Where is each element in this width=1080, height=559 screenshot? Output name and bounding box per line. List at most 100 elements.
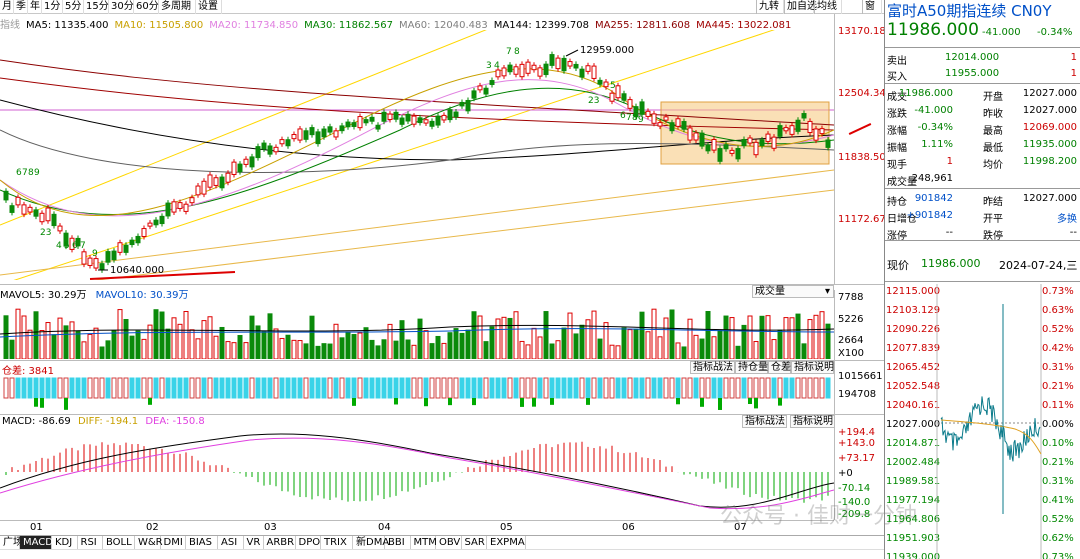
oi-bar [531, 377, 537, 399]
toolbar-button-1[interactable]: 加自选 [784, 0, 817, 14]
volume-tick-2: 2664 [838, 335, 864, 346]
period-tab-0[interactable]: 月 [2, 0, 14, 14]
date-tick-0: 01 [30, 522, 43, 533]
tab-17[interactable]: SAR [462, 536, 487, 550]
quote-row-1: 涨跌 -41.000 昨收 12027.000 [885, 103, 1080, 120]
volume-chart[interactable] [0, 299, 835, 360]
period-tab-5[interactable]: 15分 [86, 0, 109, 14]
tab-1[interactable]: MACD [20, 536, 53, 550]
rt-right-tick-10: 0.31% [1042, 476, 1074, 487]
oi-bar [297, 377, 303, 399]
candle [507, 64, 513, 73]
oi-bar [819, 377, 825, 399]
tab-3[interactable]: RSI [78, 536, 103, 550]
candle [615, 85, 621, 99]
price-axis: 13170.18 12504.34 11838.50 11172.67 [834, 14, 886, 284]
quote-value2-1: 12027.000 [1022, 105, 1077, 116]
position-label2-2: 跌停 [983, 231, 1003, 242]
tab-11[interactable]: DPO [296, 536, 321, 550]
oi-bar [333, 377, 339, 399]
tab-8[interactable]: ASI [218, 536, 244, 550]
period-tab-8[interactable]: 多周期 [159, 0, 196, 14]
tab-15[interactable]: MTM [411, 536, 437, 550]
ma-legend-item-6: MA144: 12399.708 [493, 20, 589, 30]
oi-button-2[interactable]: 仓差 [768, 361, 791, 374]
candle [579, 68, 585, 78]
volume-bar [483, 341, 489, 360]
period-tab-7[interactable]: 60分 [136, 0, 159, 14]
period-tab-4[interactable]: 5分 [63, 0, 84, 14]
volume-bar [309, 315, 315, 360]
macd-tick-5: -140.0 [838, 497, 871, 508]
tab-13[interactable]: 新DMA [353, 536, 389, 550]
period-tab-2[interactable]: 年 [30, 0, 42, 14]
macd-tick-4: -70.14 [838, 483, 871, 494]
volume-bar [273, 328, 279, 360]
quote-row-0: 成交 11986.000 开盘 12027.000 [885, 86, 1080, 103]
candle [687, 127, 693, 141]
volume-bar [339, 337, 345, 360]
macd-tick-1: +143.0 [838, 438, 876, 449]
diff-value: DIFF: -194.1 [77, 416, 139, 427]
candle [9, 205, 15, 213]
oi-bar [51, 377, 57, 399]
tab-0[interactable]: 广场 [0, 536, 23, 550]
period-tab-9[interactable]: 设置 [196, 0, 222, 14]
tab-7[interactable]: BIAS [186, 536, 218, 550]
volume-selector[interactable]: 成交量 ▾ [752, 285, 834, 298]
tab-6[interactable]: DMI [161, 536, 186, 550]
intraday-chart[interactable]: 12115.000 0.73% 12103.129 0.63% 12090.226 0.5… [885, 284, 1080, 559]
tab-2[interactable]: KDJ [52, 536, 78, 550]
bid-row[interactable]: 买入 11955.000 1 [887, 68, 1077, 83]
period-tab-6[interactable]: 30分 [111, 0, 134, 14]
candle [153, 219, 159, 226]
quote-label-5: 成交量 [887, 177, 917, 188]
toolbar-button-2[interactable]: 均线 [814, 0, 842, 14]
quote-label-0: 成交 [887, 92, 907, 103]
tab-16[interactable]: OBV [436, 536, 462, 550]
tab-14[interactable]: BBI [385, 536, 411, 550]
oi-bar [783, 377, 789, 399]
candle [33, 209, 39, 217]
tab-4[interactable]: BOLL [103, 536, 135, 550]
macd-chart[interactable] [0, 428, 835, 520]
rt-right-tick-0: 0.73% [1042, 286, 1074, 297]
volume-bar [591, 310, 597, 360]
oi-tick [748, 398, 752, 405]
oi-chart[interactable] [0, 374, 834, 412]
price-change-pct: -0.34% [1037, 27, 1073, 38]
tab-5[interactable]: W&R [135, 536, 163, 550]
candle [417, 117, 423, 124]
candle [741, 138, 747, 147]
tab-9[interactable]: VR [244, 536, 264, 550]
candle [561, 57, 567, 72]
candle [477, 85, 483, 91]
candle [567, 61, 573, 67]
candle [309, 127, 315, 136]
ma-legend-item-3: MA20: 11734.850 [209, 20, 299, 30]
oi-button-0[interactable]: 指标战法 [690, 361, 735, 374]
macd-button-1[interactable]: 指标说明 [790, 415, 835, 428]
oi-button-3[interactable]: 指标说明 [791, 361, 834, 374]
volume-bar [87, 333, 93, 360]
tab-10[interactable]: ARBR [264, 536, 296, 550]
rt-left-tick-6: 12040.161 [886, 400, 940, 411]
td-count-16: 6 [620, 111, 626, 121]
oi-button-1[interactable]: 持仓量 [735, 361, 768, 374]
toolbar-button-3[interactable]: 窗 [862, 0, 882, 14]
volume-bar [489, 326, 495, 360]
period-tab-1[interactable]: 季 [16, 0, 28, 14]
volume-bar [687, 318, 693, 360]
rt-right-tick-4: 0.31% [1042, 362, 1074, 373]
quote-row-4: 现手 1 均价 11998.200 [885, 154, 1080, 171]
macd-button-0[interactable]: 指标战法 [742, 415, 787, 428]
volume-bar [225, 341, 231, 360]
tab-18[interactable]: EXPMA [487, 536, 526, 550]
tab-12[interactable]: TRIX [321, 536, 353, 550]
kline-chart[interactable]: 12959.000 10640.000 6 7 8 9 23 4 5 6 7 9 3 4 7 8 23 5 6 7 8 9 [0, 30, 834, 280]
ask-row[interactable]: 卖出 12014.000 1 [887, 52, 1077, 67]
toolbar-button-0[interactable]: 九转 [756, 0, 784, 14]
period-tab-3[interactable]: 1分 [42, 0, 63, 14]
oi-bar [525, 377, 531, 399]
